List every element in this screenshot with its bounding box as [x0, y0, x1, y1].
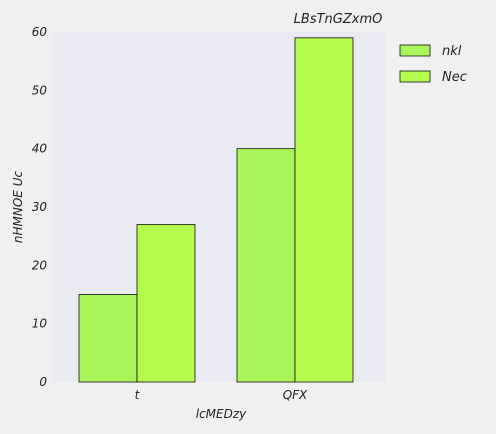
bars-group [78, 37, 354, 383]
legend-label-Nec: Nec [442, 70, 467, 85]
y-axis-label: nHMNOE Uc [11, 171, 25, 244]
bar-nkl-QFX [236, 148, 296, 383]
legend-swatch-nkl [399, 44, 431, 57]
x-tick-labels: t QFX [135, 388, 308, 402]
y-tick-label: 20 [32, 258, 48, 272]
x-tick-label: QFX [283, 388, 308, 402]
bar-nkl-t [78, 294, 138, 383]
legend-swatch-Nec [399, 70, 431, 83]
y-tick-label: 30 [32, 200, 48, 214]
y-tick-labels: 0 10 20 30 40 50 60 [32, 25, 48, 389]
y-tick-label: 40 [32, 142, 48, 156]
y-tick-label: 50 [32, 83, 48, 97]
y-tick-label: 60 [32, 25, 48, 39]
y-tick-label: 10 [32, 317, 48, 331]
x-tick-label: t [135, 388, 141, 402]
chart-title: LBsTnGZxmO [294, 12, 383, 27]
y-tick-label: 0 [39, 375, 47, 389]
legend: nkl Nec [399, 44, 467, 85]
x-axis-label: lcMEDzy [196, 407, 247, 421]
legend-label-nkl: nkl [442, 44, 462, 59]
bar-Nec-QFX [294, 37, 354, 383]
bar-Nec-t [136, 224, 196, 383]
